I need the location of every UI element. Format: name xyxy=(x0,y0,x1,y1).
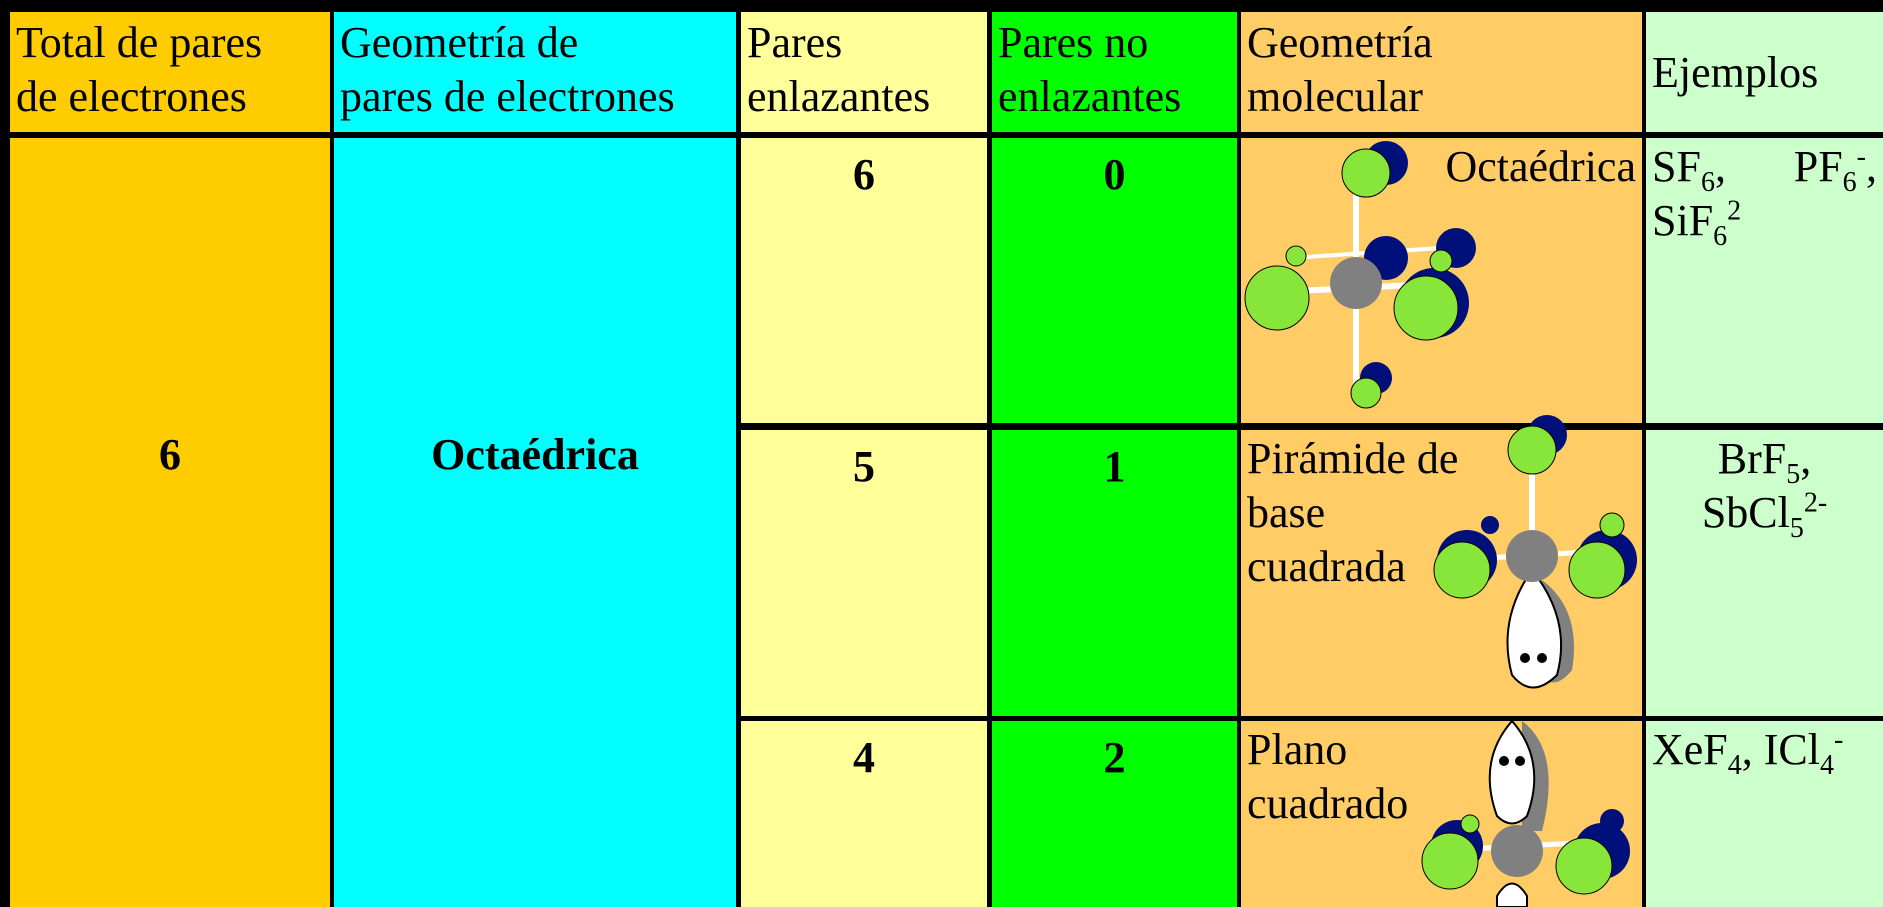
header-text: de electrones xyxy=(16,72,247,121)
molecular-cell: Octaédrica xyxy=(1241,138,1642,423)
total: 6 xyxy=(159,430,181,479)
header-cell: Pares enlazantes xyxy=(741,12,987,132)
formula-sub: 5 xyxy=(1786,458,1801,490)
bonding-cell: 4 xyxy=(741,721,987,907)
formula: SbCl52- xyxy=(1701,487,1828,542)
header-text: Geometría xyxy=(1247,18,1433,67)
formula-sup: 2- xyxy=(1803,487,1828,519)
header-text: Total de pares xyxy=(16,18,263,67)
formula: ICl4- xyxy=(1763,724,1844,779)
formula-sub: 4 xyxy=(1820,749,1835,781)
molecular-text: Plano xyxy=(1247,725,1348,774)
bonding-cell: 5 xyxy=(741,430,987,716)
molecular-text: base xyxy=(1247,488,1326,537)
formula-sub: 4 xyxy=(1727,749,1742,781)
molecule-octahedral xyxy=(1244,141,1476,409)
formula-tail: , xyxy=(1866,142,1877,191)
formula-sup: 2 xyxy=(1727,195,1742,227)
total-cell: 6 xyxy=(10,138,330,907)
formula-base: SF xyxy=(1652,142,1701,191)
header-text: Ejemplos xyxy=(1652,48,1819,97)
formula-sub: 6 xyxy=(1842,166,1857,198)
header-cell: Geometría molecular xyxy=(1241,12,1642,132)
formula-tail: , xyxy=(1800,434,1812,483)
examples-cell: SF6, PF6-, SiF62 xyxy=(1646,138,1883,423)
nonbonding-cell: 2 xyxy=(992,721,1237,907)
formula-sub: 5 xyxy=(1789,512,1804,544)
molecular-cell: Pirámide de base cuadrada xyxy=(1241,415,1642,716)
formula-tail: , xyxy=(1714,142,1726,191)
nonbonding-cell: 0 xyxy=(992,138,1237,423)
molecule-square-pyramid xyxy=(1433,415,1637,689)
formula-sub: 6 xyxy=(1700,166,1715,198)
nonbonding-cell: 1 xyxy=(992,430,1237,716)
formula: SF6, xyxy=(1652,142,1726,196)
molecular-text: cuadrado xyxy=(1247,779,1409,828)
formula-base: BrF xyxy=(1717,434,1787,483)
examples-cell: XeF4, ICl4- xyxy=(1646,721,1883,907)
formula-sup: - xyxy=(1834,724,1844,756)
header-cell: Total de pares de electrones xyxy=(10,12,330,132)
molecular-text: cuadrada xyxy=(1247,542,1406,591)
formula: XeF4, xyxy=(1652,725,1753,779)
examples-cell: BrF5, SbCl52- xyxy=(1646,430,1883,716)
molecular-text: Octaédrica xyxy=(1445,142,1636,191)
formula: PF6-, xyxy=(1793,141,1877,196)
header-cell: Pares no enlazantes xyxy=(992,12,1237,132)
header-text: enlazantes xyxy=(747,72,931,121)
formula-tail: , xyxy=(1741,725,1753,774)
formula: BrF5, xyxy=(1717,434,1812,488)
geometry: Octaédrica xyxy=(431,430,639,479)
formula-base: SbCl xyxy=(1701,488,1790,537)
header-text: Geometría de xyxy=(340,18,579,67)
header-text: enlazantes xyxy=(998,72,1182,121)
molecule-square-planar xyxy=(1421,721,1630,907)
formula-base: SiF xyxy=(1652,196,1714,245)
formula-base: PF xyxy=(1793,142,1843,191)
header-cell: Ejemplos xyxy=(1646,12,1883,132)
molecular-cell: Plano cuadrado xyxy=(1241,721,1642,907)
geometry-cell: Octaédrica xyxy=(334,138,736,907)
formula-base: ICl xyxy=(1763,725,1821,774)
header-text: molecular xyxy=(1247,72,1423,121)
molecular-text: Pirámide de xyxy=(1247,434,1459,483)
header-text: Pares xyxy=(747,18,843,67)
formula: SiF62 xyxy=(1652,195,1742,250)
header-text: pares de electrones xyxy=(340,72,675,121)
formula-sub: 6 xyxy=(1713,220,1728,252)
bonding-cell: 6 xyxy=(741,138,987,423)
formula-sup: - xyxy=(1856,141,1866,173)
header-text: Pares no xyxy=(998,18,1149,67)
formula-base: XeF xyxy=(1652,725,1728,774)
header-cell: Geometría de pares de electrones xyxy=(334,12,736,132)
